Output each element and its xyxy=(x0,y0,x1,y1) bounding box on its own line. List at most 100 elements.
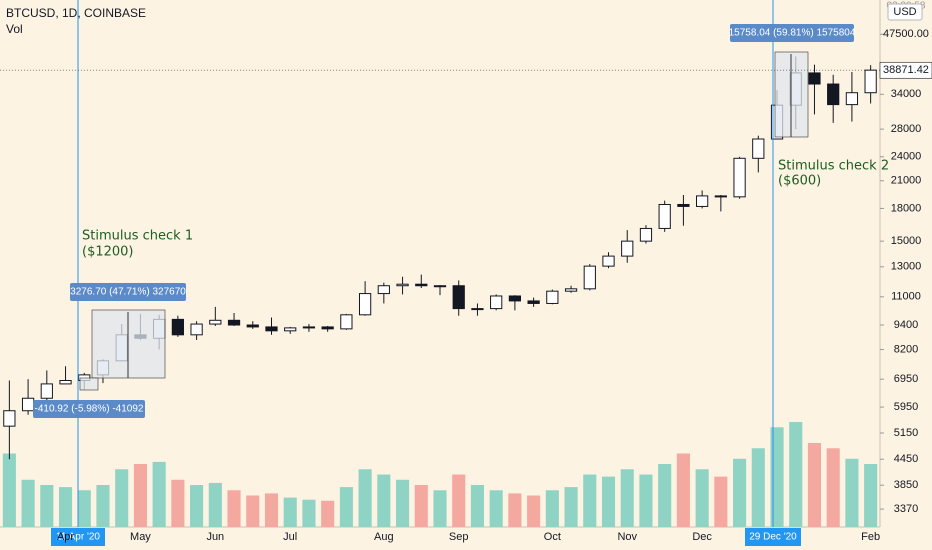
date-tag-bg xyxy=(745,528,801,546)
measure-label-bg xyxy=(730,24,854,42)
volume-bar xyxy=(658,464,672,527)
candle-body xyxy=(59,379,72,385)
y-tick-label: 8200 xyxy=(894,343,918,355)
annotation: ($1200) xyxy=(82,245,134,260)
annotation: ($600) xyxy=(778,174,821,189)
y-tick-label: 18000 xyxy=(891,202,922,214)
candle-body xyxy=(808,72,821,85)
candle-body xyxy=(3,410,16,427)
y-tick-label: 15000 xyxy=(891,235,922,247)
x-tick-label: Sep xyxy=(449,531,469,543)
volume-bar xyxy=(733,458,747,527)
volume-bar xyxy=(377,474,391,527)
volume-label: Vol xyxy=(6,22,23,36)
candle-body xyxy=(752,138,765,159)
volume-bar xyxy=(339,487,353,527)
x-tick-label: Dec xyxy=(692,531,712,543)
y-tick-label: 4450 xyxy=(894,453,918,465)
volume-bar xyxy=(789,422,803,527)
candle-body xyxy=(21,397,35,412)
y-tick-label: 3850 xyxy=(894,479,918,491)
candle-body xyxy=(508,295,522,302)
volume-bar xyxy=(246,495,260,527)
volume-bar xyxy=(190,485,204,527)
candle-body xyxy=(40,383,53,399)
candle-body xyxy=(396,283,409,287)
volume-bar xyxy=(40,485,54,527)
volume-bar xyxy=(470,485,484,527)
candle-body xyxy=(246,324,259,328)
candle-body xyxy=(490,295,503,310)
candle-body xyxy=(546,290,559,304)
volume-bar xyxy=(433,490,447,527)
volume-layer xyxy=(2,422,878,527)
annotation: Stimulus check 1 xyxy=(82,229,193,244)
volume-bar xyxy=(115,469,129,527)
volume-bar xyxy=(21,479,35,527)
candle-body xyxy=(583,265,596,290)
chart-title: BTCUSD, 1D, COINBASE xyxy=(6,6,146,20)
y-tick-label: 3370 xyxy=(894,503,918,515)
overlay-layer: 38871.42 xyxy=(0,61,932,79)
volume-bar xyxy=(489,490,503,527)
y-tick-label: 5950 xyxy=(894,401,918,413)
y-tick-label: 5150 xyxy=(894,427,918,439)
measure-label-bg xyxy=(70,283,186,301)
candle-body xyxy=(677,203,690,207)
x-tick-label: Apr xyxy=(57,531,74,543)
measure-box xyxy=(79,377,99,391)
candle-body xyxy=(452,285,465,310)
volume-bar xyxy=(208,482,222,527)
candle-body xyxy=(621,240,634,257)
candle-body xyxy=(564,288,578,292)
candle-body xyxy=(265,326,278,332)
volume-bar xyxy=(414,485,428,527)
candle-body xyxy=(433,285,447,288)
candle-body xyxy=(171,318,184,336)
candle-body xyxy=(639,227,653,242)
y-tick-label: 24000 xyxy=(891,151,922,163)
candle-body xyxy=(340,314,353,330)
date-tag-bg xyxy=(51,528,105,546)
candle-body xyxy=(845,92,859,106)
measure-label: 15758.04 (59.81%) 1575804 xyxy=(729,28,856,39)
currency-box xyxy=(887,3,923,21)
volume-bar xyxy=(545,490,559,527)
volume-bar xyxy=(714,476,728,527)
measure-label: -410.92 (-5.98%) -41092 xyxy=(35,404,144,415)
candle-body xyxy=(602,255,615,267)
candle-body xyxy=(190,323,203,336)
candle-body xyxy=(377,285,390,295)
y-tick-label: 9400 xyxy=(894,319,918,331)
candle-body xyxy=(658,203,671,229)
y-tick-label: 34000 xyxy=(891,88,922,100)
date-tag: 11 Apr '20 xyxy=(56,532,100,543)
volume-bar xyxy=(2,453,16,527)
x-tick-label: Jul xyxy=(283,531,297,543)
x-tick-label: Feb xyxy=(861,531,880,543)
last-price-bg xyxy=(879,61,932,79)
candle-body xyxy=(827,83,840,106)
volume-bar xyxy=(676,453,690,527)
y-tick-label: 28000 xyxy=(891,123,922,135)
volume-bar xyxy=(283,497,297,527)
volume-bar xyxy=(864,464,878,527)
candle-body xyxy=(302,326,316,329)
candle-body xyxy=(358,293,372,316)
y-tick-label: 6950 xyxy=(894,373,918,385)
volume-bar xyxy=(96,485,110,527)
y-tick-label: 11000 xyxy=(891,291,921,303)
volume-bar xyxy=(396,479,410,527)
annotation: Stimulus check 2 xyxy=(778,159,889,174)
x-tick-label: Oct xyxy=(544,531,561,543)
volume-bar xyxy=(826,448,840,527)
volume-bar xyxy=(358,469,372,527)
volume-bar xyxy=(77,490,91,527)
volume-bar xyxy=(171,479,185,527)
volume-bar xyxy=(807,443,822,527)
volume-bar xyxy=(264,493,279,527)
candle-body xyxy=(209,319,222,325)
y-tick-label: 47500.00 xyxy=(883,28,929,40)
x-tick-label: Jun xyxy=(206,531,224,543)
